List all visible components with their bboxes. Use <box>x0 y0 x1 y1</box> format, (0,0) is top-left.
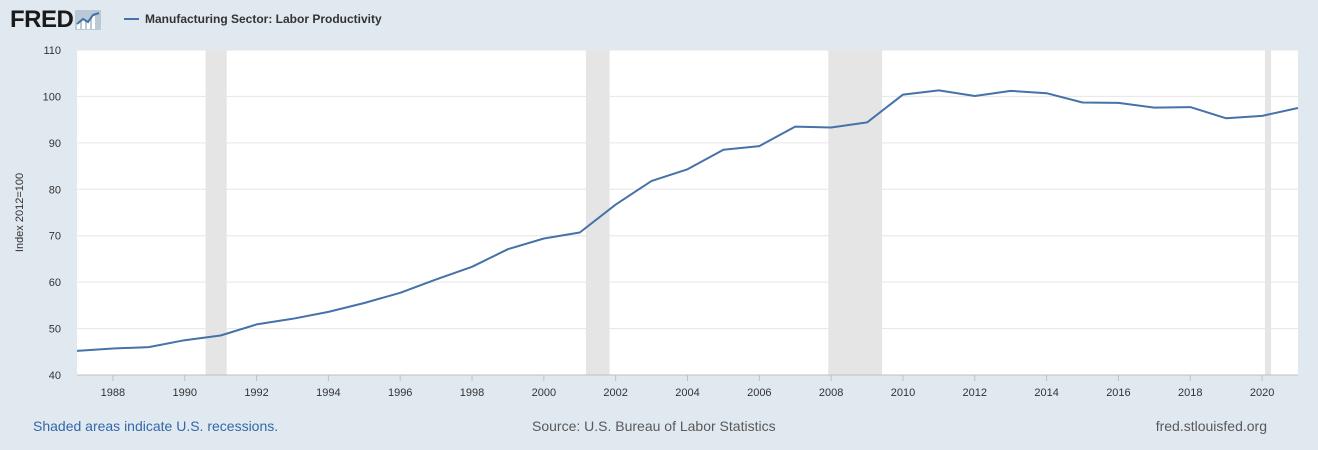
legend-series-label: Manufacturing Sector: Labor Productivity <box>145 12 382 26</box>
y-tick-label: 110 <box>43 45 61 57</box>
x-tick-label: 1990 <box>172 387 196 399</box>
recession-band <box>585 50 610 375</box>
y-tick-label: 40 <box>49 370 61 382</box>
x-tick-label: 2018 <box>1178 387 1202 399</box>
y-tick-label: 90 <box>49 138 61 150</box>
fred-logo-text: FRED <box>10 6 74 33</box>
fred-logo[interactable]: FRED <box>10 6 102 34</box>
x-tick-label: 2016 <box>1106 387 1130 399</box>
plot-area <box>77 50 1298 375</box>
line-chart: 40 50 60 70 80 90 100 110 1988 1990 1992 1994 1996 19… <box>14 45 1299 399</box>
y-tick-label: 60 <box>49 277 61 289</box>
x-tick-label: 2006 <box>747 387 771 399</box>
site-link[interactable]: fred.stlouisfed.org <box>1155 418 1267 434</box>
fred-graph-icon <box>75 10 102 30</box>
recession-note: Shaded areas indicate U.S. recessions. <box>33 418 279 434</box>
x-tick-label: 2002 <box>603 387 627 399</box>
recession-band <box>828 50 883 375</box>
recession-band <box>1264 50 1272 375</box>
y-tick-label: 80 <box>49 184 61 196</box>
x-tick-label: 1996 <box>388 387 412 399</box>
recession-band <box>205 50 227 375</box>
x-tick-label: 2014 <box>1034 387 1058 399</box>
x-tick-label: 2000 <box>532 387 556 399</box>
x-tick-label: 2020 <box>1250 387 1274 399</box>
y-tick-label: 100 <box>43 91 61 103</box>
x-tick-label: 2010 <box>891 387 915 399</box>
x-tick-label: 1992 <box>244 387 268 399</box>
x-tick-label: 1998 <box>460 387 484 399</box>
chart-legend: Manufacturing Sector: Labor Productivity <box>124 12 382 26</box>
y-axis-label: Index 2012=100 <box>14 173 26 252</box>
source-note: Source: U.S. Bureau of Labor Statistics <box>532 418 776 434</box>
legend-swatch <box>124 18 139 20</box>
x-tick-label: 1988 <box>101 387 125 399</box>
y-tick-label: 50 <box>49 324 61 336</box>
series-line <box>76 89 1299 352</box>
x-tick-label: 2004 <box>675 387 699 399</box>
x-tick-label: 2012 <box>963 387 987 399</box>
x-tick-label: 2008 <box>819 387 843 399</box>
x-tick-label: 1994 <box>316 387 340 399</box>
y-tick-label: 70 <box>49 231 61 243</box>
